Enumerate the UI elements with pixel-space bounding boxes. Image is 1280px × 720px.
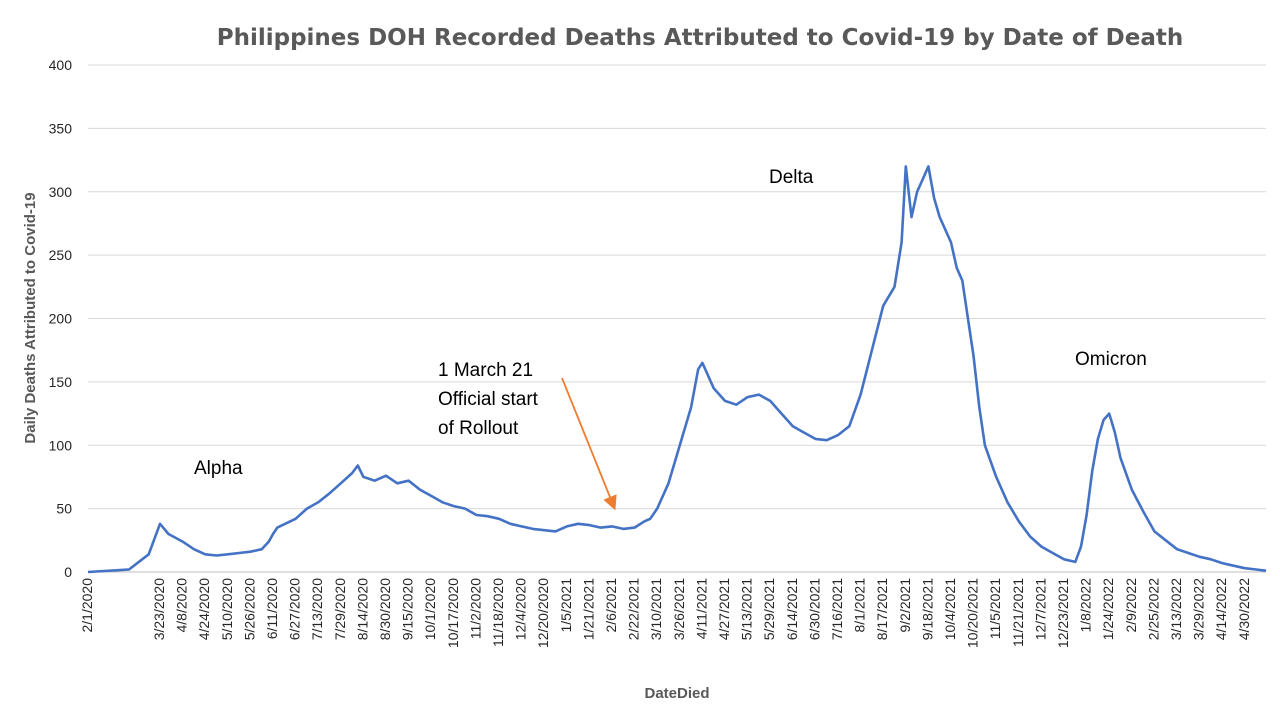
x-tick-label: 3/26/2021 xyxy=(671,578,687,640)
annotation-rollout-line2: Official start xyxy=(438,389,539,410)
x-tick-label: 10/17/2020 xyxy=(445,578,461,648)
x-tick-label: 2/22/2021 xyxy=(626,578,642,640)
gridlines xyxy=(88,64,1266,573)
x-tick-label: 9/2/2021 xyxy=(897,578,913,633)
x-tick-label: 12/4/2020 xyxy=(513,578,529,640)
x-tick-label: 12/20/2020 xyxy=(535,578,551,648)
x-tick-label: 2/25/2022 xyxy=(1145,578,1161,640)
y-tick-label: 150 xyxy=(49,374,73,390)
x-tick-label: 3/29/2022 xyxy=(1191,578,1207,640)
x-tick-label: 6/30/2021 xyxy=(806,578,822,640)
y-tick-label: 300 xyxy=(49,184,73,200)
annotation-rollout-line3: of Rollout xyxy=(438,418,519,439)
x-tick-label: 6/27/2020 xyxy=(287,578,303,640)
x-tick-label: 5/26/2020 xyxy=(241,578,257,640)
y-tick-label: 350 xyxy=(49,120,73,136)
x-tick-label: 6/11/2020 xyxy=(264,578,280,639)
x-tick-label: 12/23/2021 xyxy=(1055,578,1071,648)
x-tick-label: 7/29/2020 xyxy=(332,578,348,640)
y-tick-label: 250 xyxy=(49,247,73,263)
x-tick-label: 4/27/2021 xyxy=(716,578,732,640)
x-tick-label: 5/10/2020 xyxy=(219,578,235,640)
x-tick-label: 1/5/2021 xyxy=(558,578,574,633)
x-tick-label: 11/18/2020 xyxy=(490,578,506,647)
y-axis-title: Daily Deaths Attributed to Covid-19 xyxy=(22,192,39,443)
x-tick-label: 10/1/2020 xyxy=(422,578,438,640)
y-tick-label: 400 xyxy=(49,57,73,73)
x-tick-label: 10/4/2021 xyxy=(942,578,958,640)
y-tick-labels: 0 50 100 150 200 250 300 350 400 xyxy=(49,57,73,580)
x-tick-label: 4/11/2021 xyxy=(693,578,709,639)
x-tick-label: 1/8/2022 xyxy=(1078,578,1094,633)
x-tick-label: 8/17/2021 xyxy=(874,578,890,640)
x-tick-label: 4/24/2020 xyxy=(196,578,212,640)
annotation-alpha: Alpha xyxy=(194,458,243,479)
x-tick-label: 2/9/2022 xyxy=(1123,578,1139,633)
x-tick-label: 8/30/2020 xyxy=(377,578,393,640)
series-line-deaths xyxy=(87,165,1267,574)
x-tick-label: 8/1/2021 xyxy=(852,578,868,633)
x-tick-label: 4/14/2022 xyxy=(1213,578,1229,640)
x-tick-label: 11/2/2020 xyxy=(467,578,483,639)
x-tick-label: 5/13/2021 xyxy=(739,578,755,640)
annotation-delta: Delta xyxy=(769,167,814,188)
x-tick-label: 3/10/2021 xyxy=(648,578,664,640)
x-tick-label: 1/24/2022 xyxy=(1100,578,1116,640)
chart-title: Philippines DOH Recorded Deaths Attribut… xyxy=(217,25,1184,51)
x-tick-label: 11/5/2021 xyxy=(987,578,1003,639)
x-tick-label: 4/8/2020 xyxy=(174,578,190,633)
x-tick-label: 10/20/2021 xyxy=(965,578,981,648)
x-tick-label: 6/14/2021 xyxy=(784,578,800,640)
x-tick-label: 4/30/2022 xyxy=(1236,578,1252,640)
x-tick-label: 12/7/2021 xyxy=(1032,578,1048,640)
y-tick-label: 100 xyxy=(49,437,73,453)
annotation-omicron: Omicron xyxy=(1075,349,1147,370)
x-tick-label: 8/14/2020 xyxy=(354,578,370,640)
x-tick-label: 11/21/2021 xyxy=(1010,578,1026,647)
x-axis-title: DateDied xyxy=(644,685,709,702)
x-tick-label: 7/13/2020 xyxy=(309,578,325,640)
x-tick-label: 7/16/2021 xyxy=(829,578,845,640)
x-tick-label: 9/15/2020 xyxy=(400,578,416,640)
x-tick-label: 9/18/2021 xyxy=(919,578,935,640)
annotation-rollout-line1: 1 March 21 xyxy=(438,360,533,381)
x-tick-label: 5/29/2021 xyxy=(761,578,777,640)
y-tick-label: 50 xyxy=(56,501,72,517)
x-tick-label: 2/1/2020 xyxy=(79,578,95,633)
annotation-rollout-arrow xyxy=(561,377,617,511)
x-tick-label: 1/21/2021 xyxy=(580,578,596,640)
x-tick-label: 3/23/2020 xyxy=(151,578,167,640)
x-tick-label: 2/6/2021 xyxy=(603,578,619,633)
y-tick-label: 0 xyxy=(64,564,72,580)
y-tick-label: 200 xyxy=(49,311,73,327)
x-tick-labels: 2/1/2020 3/23/2020 4/8/2020 4/24/2020 5/10/2… xyxy=(79,578,1252,648)
x-tick-label: 3/13/2022 xyxy=(1168,578,1184,640)
